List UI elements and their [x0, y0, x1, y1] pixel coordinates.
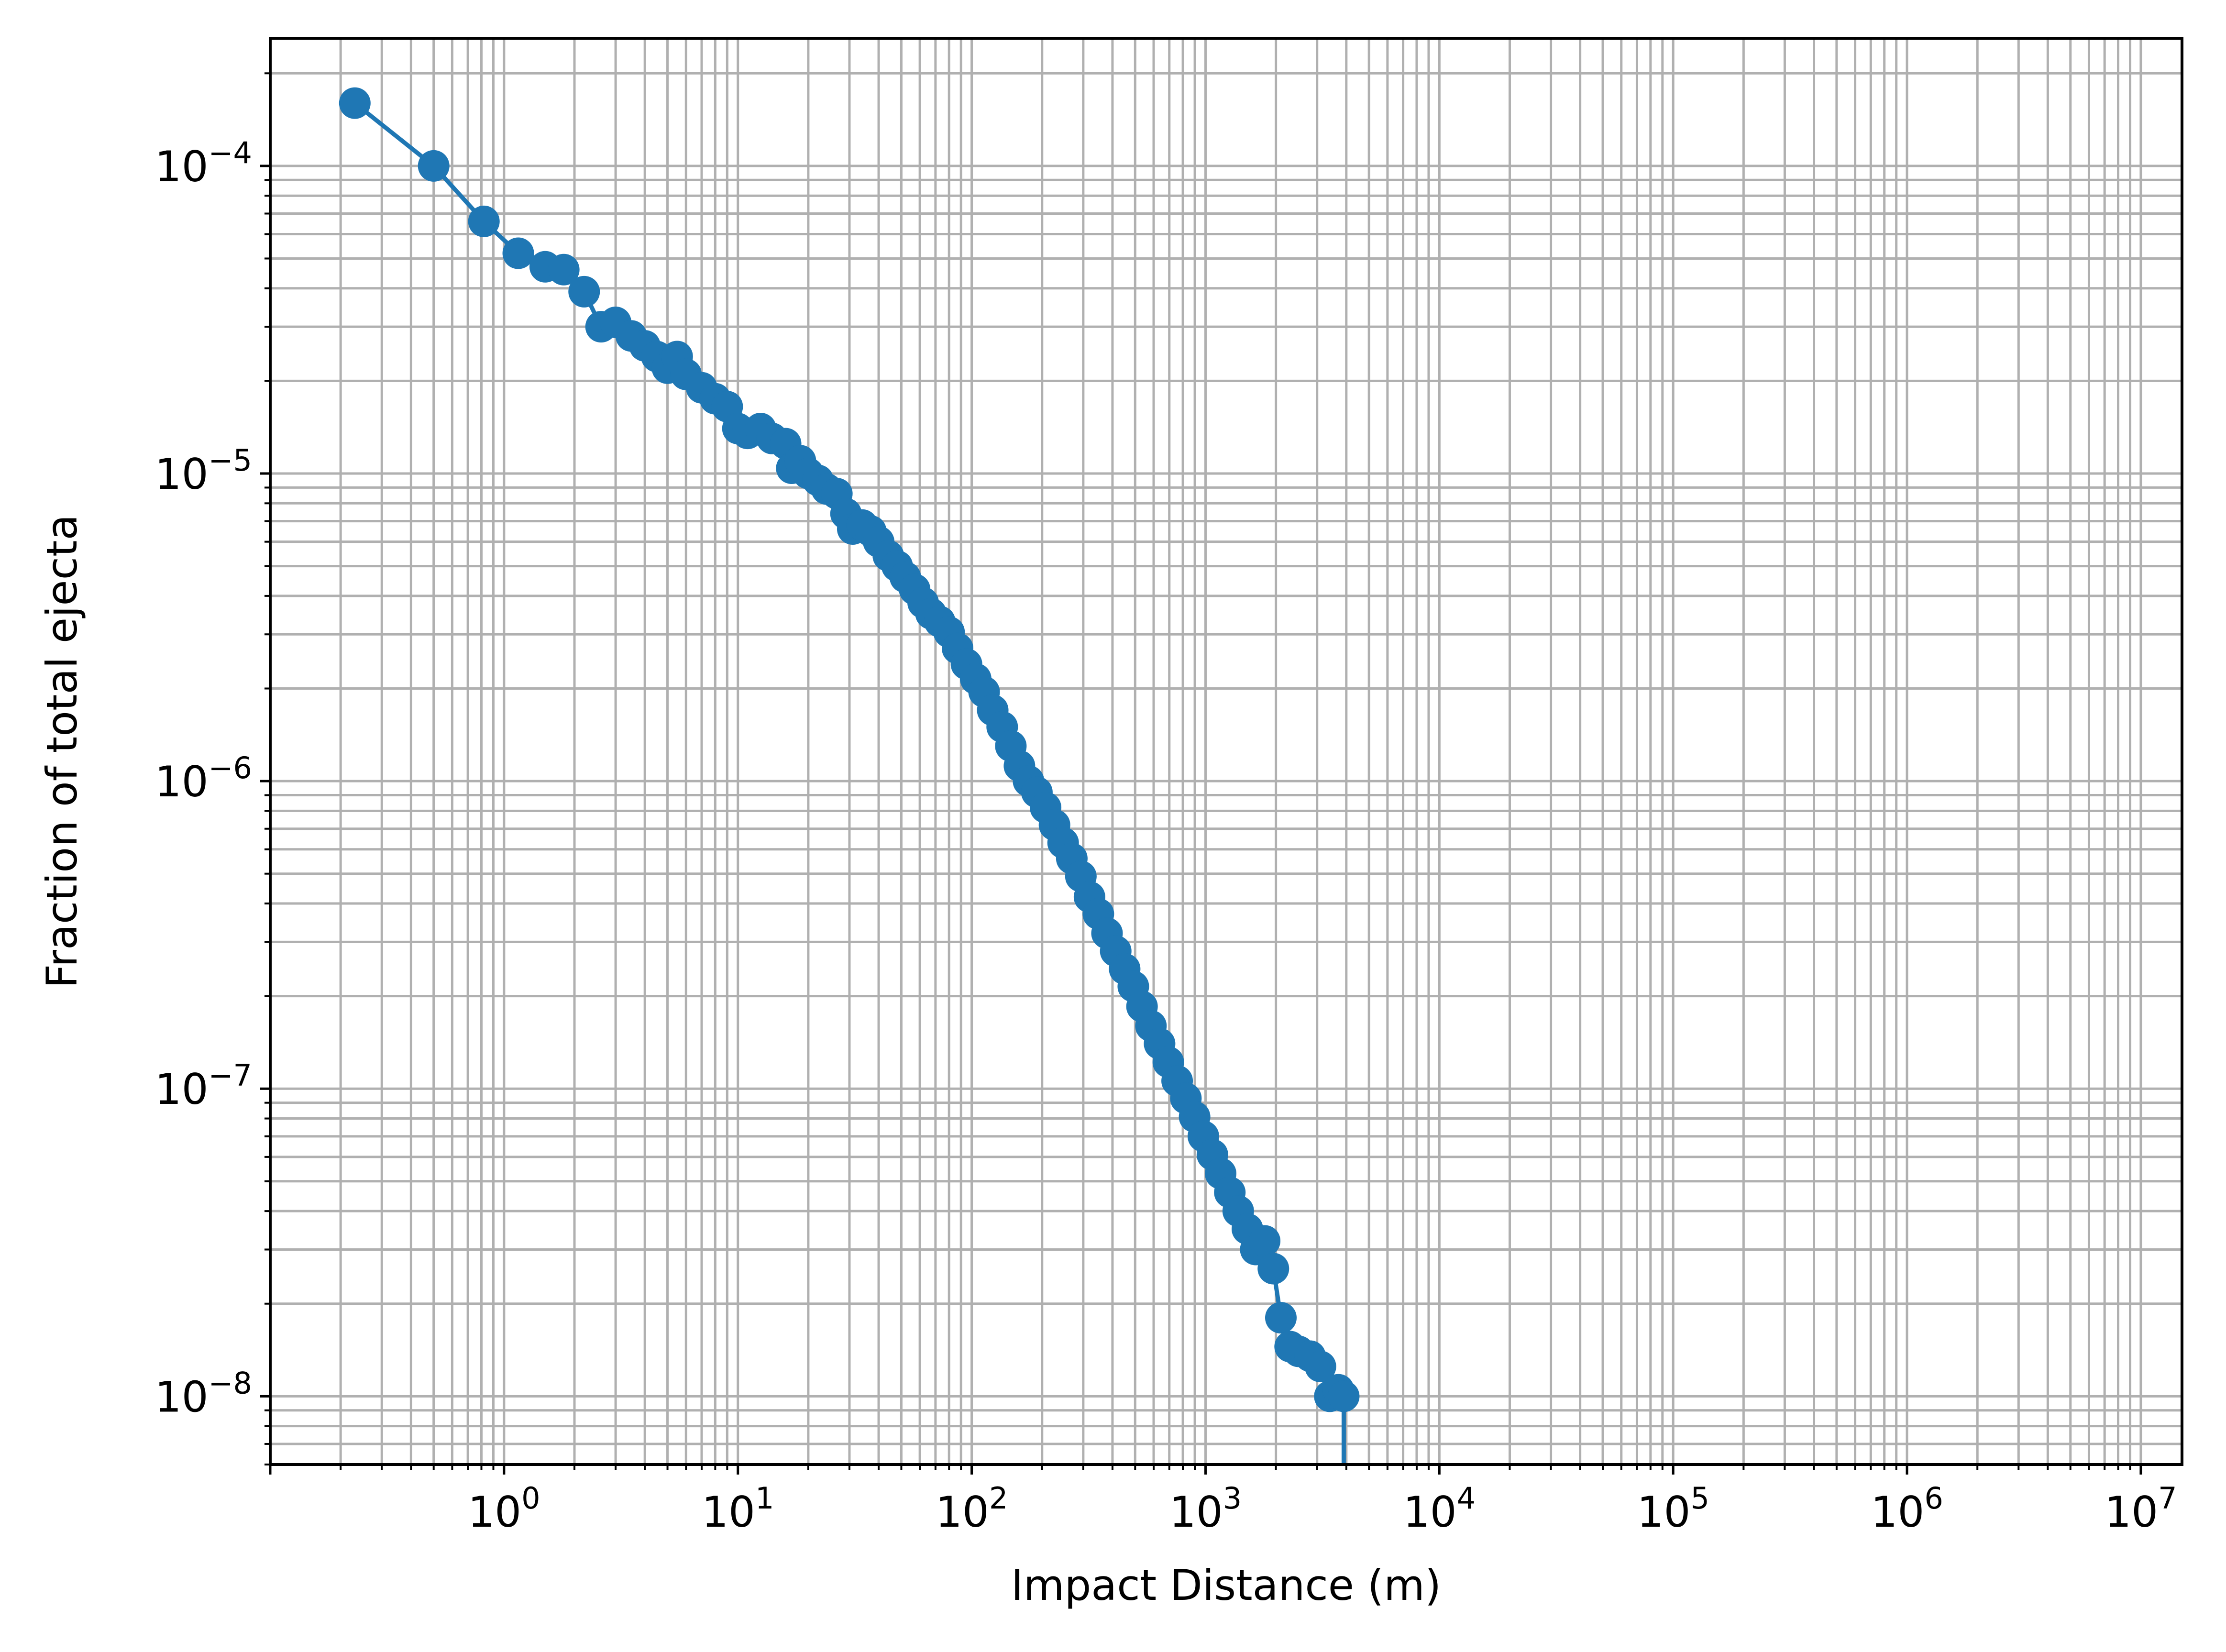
data-point [1249, 1225, 1281, 1257]
data-point [339, 87, 371, 119]
data-point [502, 237, 534, 269]
y-tick-label: 10−5 [155, 443, 252, 499]
plot-frame [269, 37, 2183, 1466]
x-tick-label: 107 [2105, 1481, 2177, 1537]
x-tick-label: 105 [1637, 1481, 1709, 1537]
data-point [1328, 1380, 1360, 1412]
y-tick-label: 10−6 [155, 750, 252, 806]
data-series [339, 87, 1360, 1465]
data-point [418, 150, 450, 182]
y-tick-label: 10−4 [155, 135, 252, 191]
data-point [468, 205, 500, 237]
x-tick-label: 101 [702, 1481, 774, 1537]
data-point [548, 253, 580, 286]
x-tick-label: 100 [468, 1481, 540, 1537]
y-tick-label: 10−8 [155, 1366, 252, 1421]
x-tick-label: 103 [1169, 1481, 1242, 1537]
data-point [1257, 1253, 1289, 1285]
x-tick-label: 104 [1403, 1481, 1476, 1537]
y-axis-label: Fraction of total ejecta [37, 515, 87, 989]
x-tick-label: 106 [1871, 1481, 1943, 1537]
axis-ticks [260, 72, 2142, 1475]
series-group [339, 87, 1360, 1465]
data-point [1265, 1302, 1297, 1334]
y-tick-label: 10−7 [155, 1058, 252, 1114]
data-point [568, 275, 600, 308]
data-point [1304, 1351, 1336, 1383]
x-axis-label: Impact Distance (m) [1011, 1561, 1441, 1610]
x-tick-label: 102 [936, 1481, 1008, 1537]
tick-labels: 100 101 102 103 104 105 106 107 10−8 10−7 10−6 10−5… [155, 135, 2177, 1537]
